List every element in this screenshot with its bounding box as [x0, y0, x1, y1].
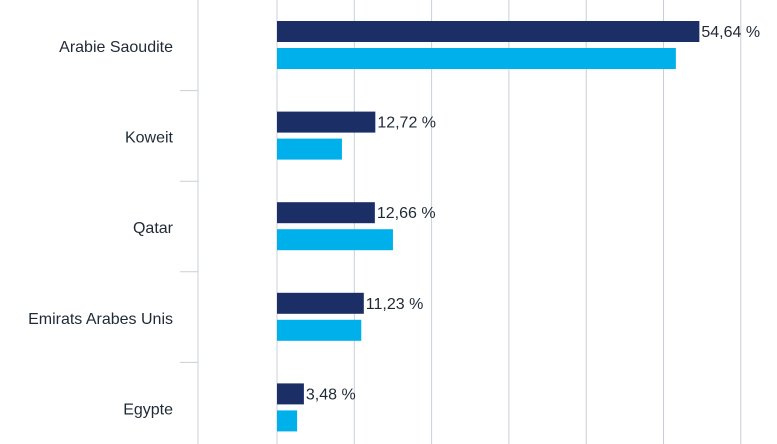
category-label: Egypte [123, 401, 173, 418]
category-label: Qatar [133, 220, 174, 237]
bar-series-2 [277, 319, 362, 341]
bar-series-2 [277, 410, 298, 432]
bars [277, 21, 700, 432]
bar-series-1 [277, 111, 376, 133]
bar-series-1 [277, 21, 700, 42]
bar-series-2 [277, 229, 393, 251]
category-label: Koweit [125, 130, 174, 147]
gridlines [180, 0, 742, 444]
bar-series-2 [277, 48, 676, 69]
bar-series-1 [277, 292, 364, 314]
bar-series-1 [277, 202, 375, 224]
data-label: 12,66 % [377, 205, 436, 222]
data-label: 54,64 % [701, 24, 760, 41]
data-label: 12,72 % [377, 115, 436, 132]
category-label: Emirats Arabes Unis [28, 311, 173, 328]
data-label: 3,48 % [306, 386, 356, 403]
data-label: 11,23 % [366, 296, 424, 313]
bar-series-2 [277, 138, 342, 160]
bar-series-1 [277, 383, 304, 405]
category-label: Arabie Saoudite [59, 39, 173, 56]
